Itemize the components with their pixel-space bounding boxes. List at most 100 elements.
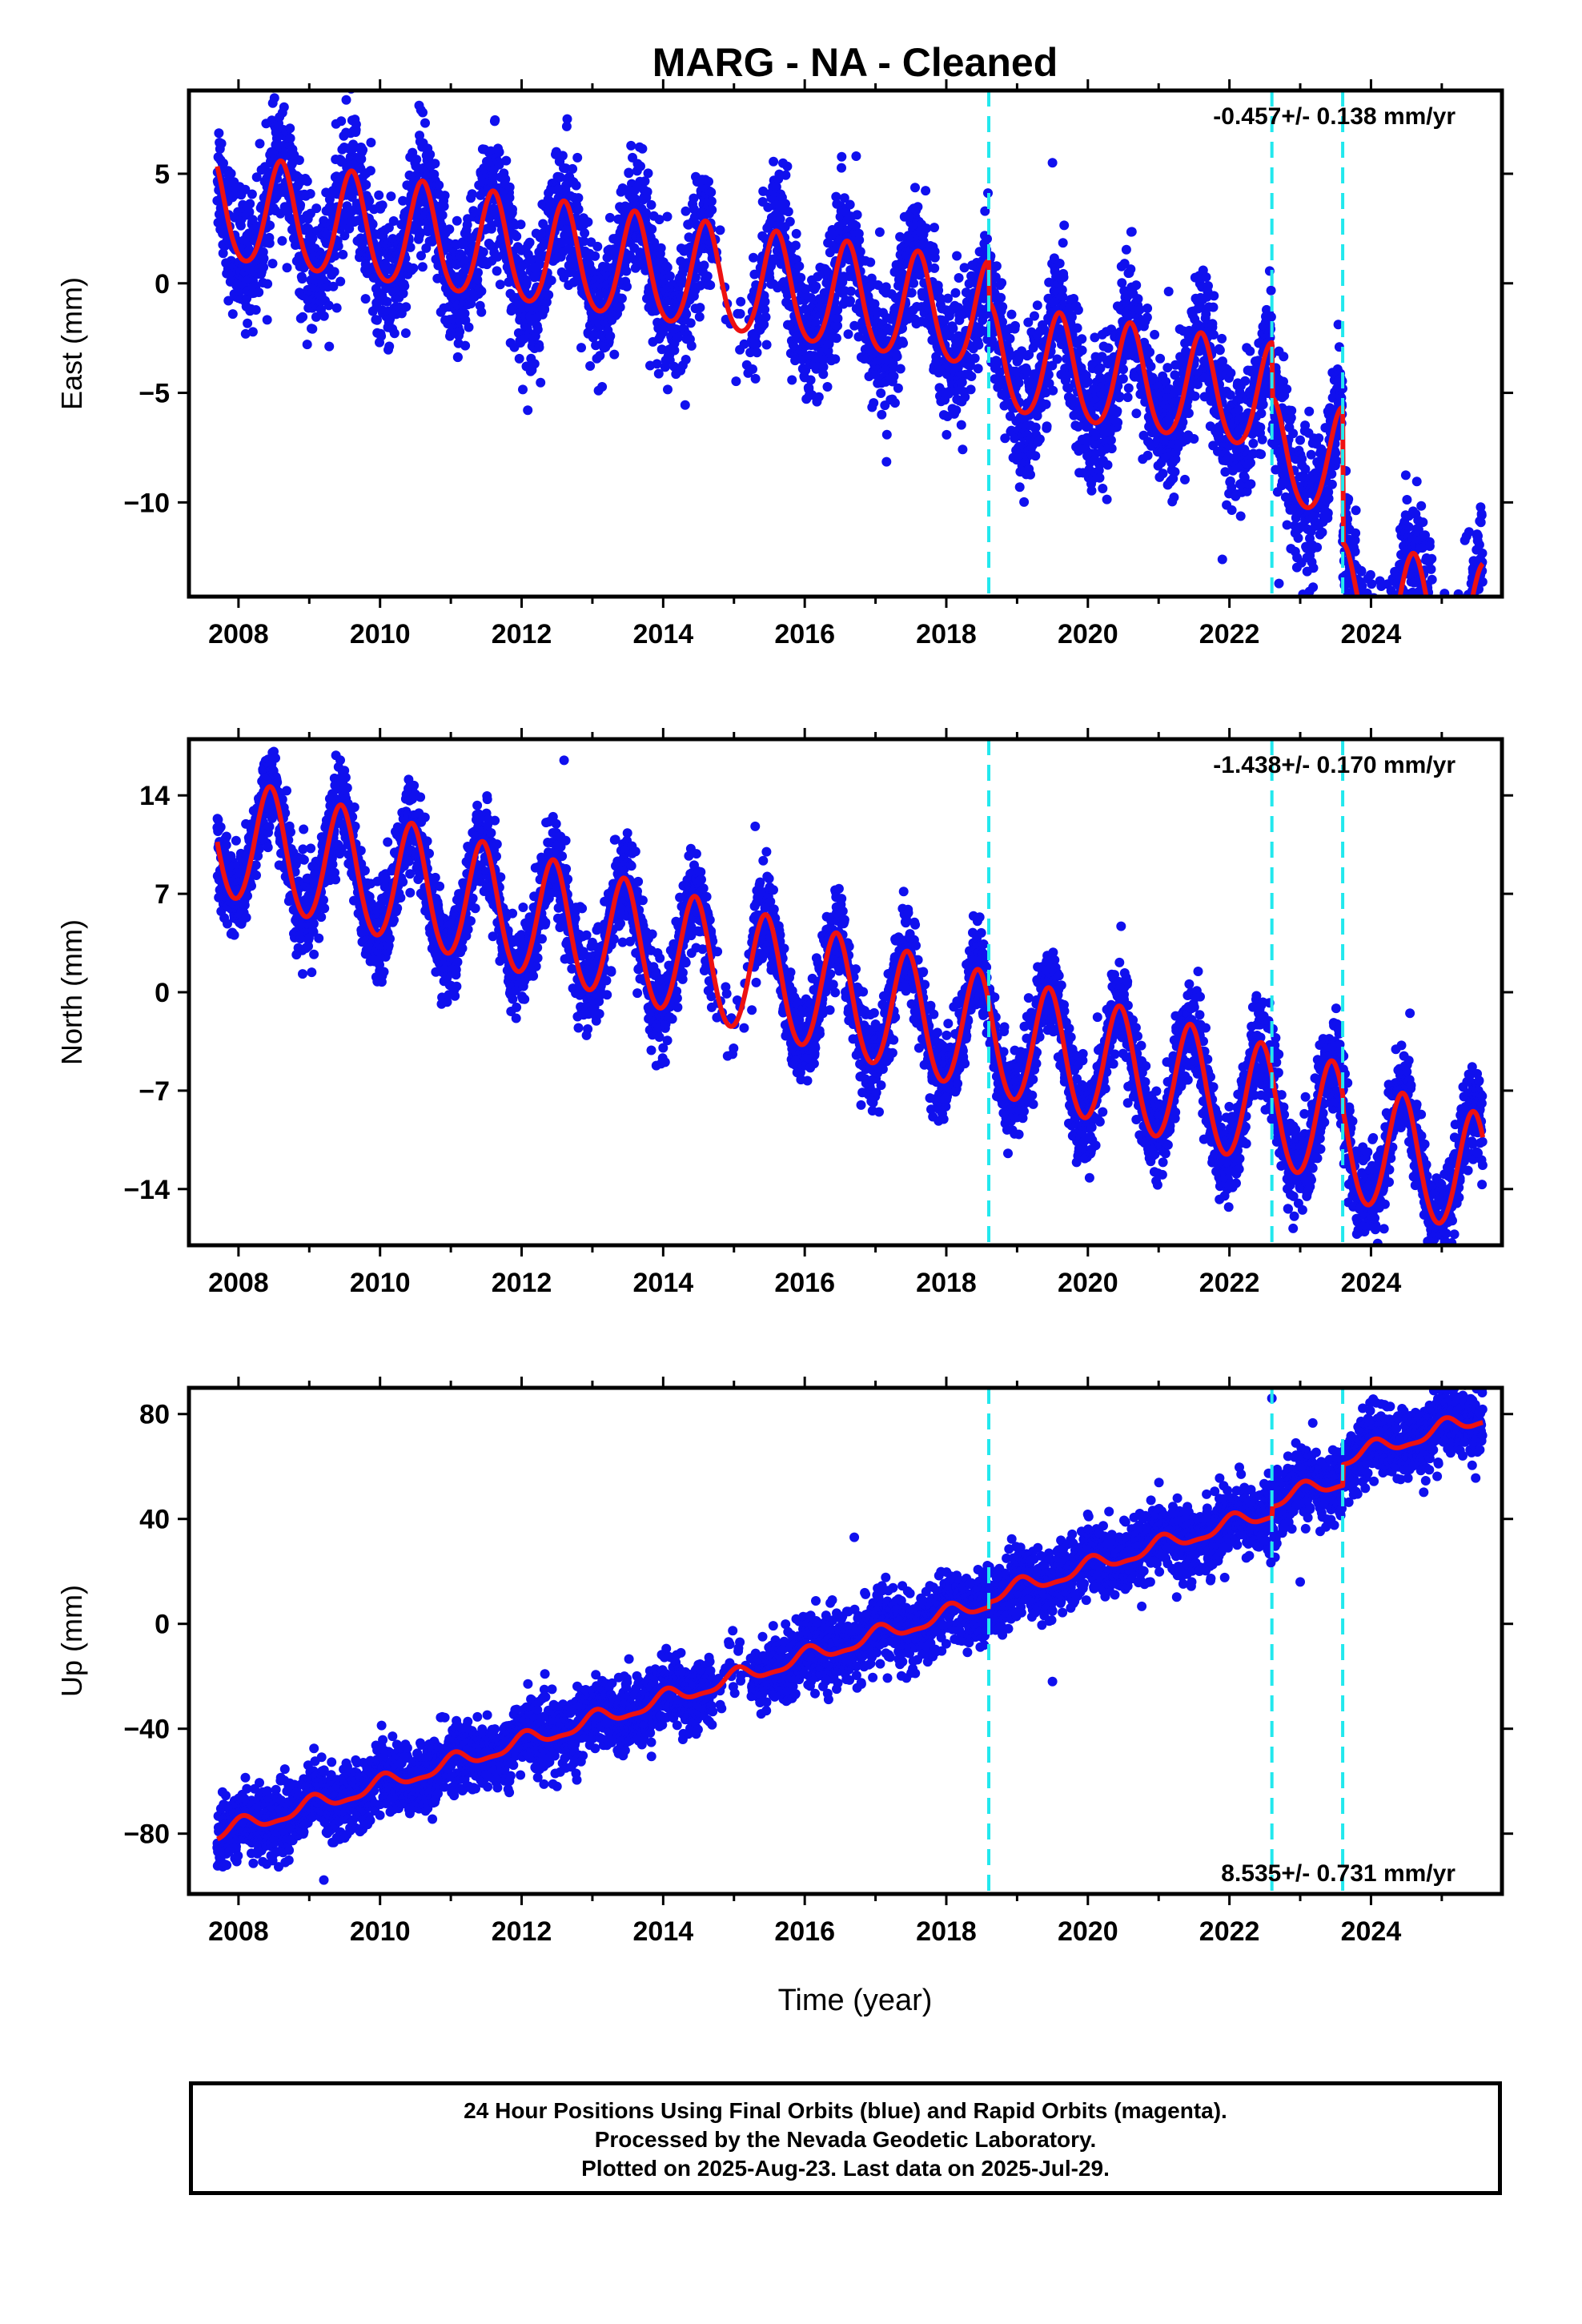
- data-point: [1010, 320, 1020, 331]
- data-point: [269, 93, 279, 103]
- data-point: [831, 333, 841, 344]
- data-point: [1256, 408, 1267, 419]
- data-point: [302, 176, 312, 187]
- data-point: [1112, 406, 1122, 416]
- data-point: [1133, 294, 1143, 304]
- data-point: [609, 349, 620, 360]
- data-point: [681, 206, 691, 216]
- data-point: [913, 202, 923, 212]
- data-point: [408, 263, 419, 273]
- data-point: [805, 375, 816, 385]
- data-point: [366, 138, 376, 147]
- data-point: [1295, 435, 1305, 445]
- data-point: [637, 143, 648, 154]
- data-point: [557, 151, 568, 161]
- data-point: [358, 145, 368, 155]
- data-point: [218, 248, 228, 259]
- data-point: [597, 382, 608, 392]
- data-point: [243, 318, 253, 328]
- data-point: [307, 233, 318, 243]
- data-point: [1072, 323, 1082, 333]
- data-point: [1102, 494, 1112, 505]
- data-point: [384, 341, 395, 352]
- data-point: [440, 191, 450, 201]
- data-point: [1208, 302, 1219, 312]
- data-point: [524, 237, 535, 247]
- data-point: [1180, 474, 1190, 485]
- data-point: [357, 239, 367, 250]
- data-point: [785, 216, 795, 227]
- data-point: [813, 392, 824, 402]
- data-point: [416, 227, 426, 238]
- data-point: [305, 189, 315, 199]
- data-point: [1113, 417, 1123, 428]
- data-point: [1215, 345, 1225, 356]
- data-point: [216, 139, 227, 149]
- data-point: [707, 205, 717, 215]
- data-point: [1006, 309, 1017, 320]
- data-point: [417, 262, 428, 272]
- data-point: [642, 187, 652, 197]
- data-point: [344, 223, 355, 234]
- data-point: [996, 292, 1006, 303]
- data-point: [1118, 374, 1128, 384]
- data-point: [624, 168, 634, 179]
- data-point: [418, 107, 428, 118]
- data-point: [950, 287, 961, 298]
- data-point: [364, 196, 375, 206]
- data-point: [647, 224, 657, 235]
- data-point: [877, 409, 887, 420]
- data-point: [476, 286, 487, 296]
- data-point: [881, 456, 892, 467]
- data-point: [285, 133, 295, 143]
- data-point: [572, 152, 583, 163]
- data-point: [602, 252, 612, 263]
- data-point: [544, 290, 554, 300]
- data-point: [227, 309, 238, 320]
- data-point: [652, 359, 662, 369]
- data-point: [790, 240, 801, 251]
- data-point: [833, 313, 843, 324]
- data-point: [247, 327, 258, 337]
- data-point: [472, 275, 483, 285]
- data-point: [958, 444, 968, 455]
- data-point: [783, 207, 793, 217]
- data-point: [1308, 563, 1319, 573]
- data-point: [845, 199, 855, 210]
- data-point: [874, 227, 885, 237]
- data-point: [752, 339, 762, 349]
- data-point: [490, 115, 500, 125]
- data-point: [452, 352, 463, 362]
- data-point: [876, 388, 886, 398]
- data-point: [1094, 472, 1105, 483]
- data-point: [621, 266, 632, 276]
- data-point: [276, 65, 286, 74]
- data-point: [761, 340, 772, 350]
- data-point: [223, 296, 234, 306]
- data-point: [794, 261, 805, 271]
- data-point: [473, 267, 483, 278]
- data-point: [1142, 450, 1153, 460]
- data-point: [508, 204, 517, 215]
- data-point: [626, 140, 636, 151]
- data-point: [1288, 428, 1299, 439]
- data-point: [287, 159, 297, 169]
- data-point: [662, 262, 673, 272]
- data-point: [425, 149, 436, 159]
- data-point: [1282, 384, 1292, 394]
- data-point: [906, 287, 917, 298]
- data-point: [240, 184, 251, 195]
- data-point: [681, 355, 691, 364]
- data-point: [1058, 272, 1069, 283]
- data-point: [605, 331, 616, 341]
- data-point: [356, 154, 367, 164]
- data-point: [604, 212, 615, 223]
- data-point: [1066, 312, 1077, 322]
- data-point: [595, 351, 605, 361]
- data-point: [686, 340, 697, 351]
- data-point: [822, 382, 833, 392]
- data-point: [514, 353, 524, 364]
- data-point: [495, 279, 505, 290]
- data-point: [590, 251, 600, 261]
- data-point: [942, 429, 952, 440]
